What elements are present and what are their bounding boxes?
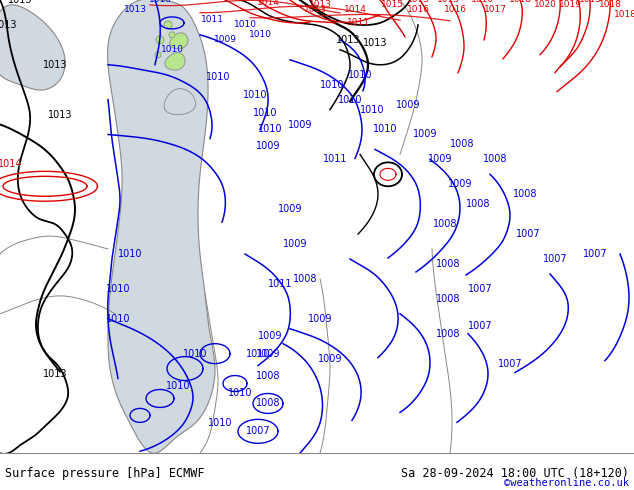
Text: 1015: 1015 (406, 0, 429, 4)
Text: 1008: 1008 (293, 274, 317, 284)
Text: 1008: 1008 (436, 259, 460, 269)
Text: 1013: 1013 (48, 110, 72, 120)
Text: 1008: 1008 (433, 219, 457, 229)
Text: 1010: 1010 (253, 108, 277, 118)
Text: 1010: 1010 (373, 123, 398, 133)
Text: 1020: 1020 (534, 0, 557, 9)
Text: 1011: 1011 (323, 154, 347, 164)
Text: 1010: 1010 (183, 348, 207, 359)
Text: 1009: 1009 (283, 239, 307, 249)
Text: 1013: 1013 (336, 35, 360, 45)
Text: 1013: 1013 (124, 5, 146, 15)
Text: 1008: 1008 (256, 398, 280, 409)
Text: 1008: 1008 (450, 140, 474, 149)
Circle shape (155, 52, 161, 58)
Text: 1009: 1009 (428, 154, 452, 164)
Text: 1008: 1008 (513, 189, 537, 199)
Polygon shape (165, 52, 185, 70)
Text: 1008: 1008 (436, 294, 460, 304)
Text: ©weatheronline.co.uk: ©weatheronline.co.uk (504, 478, 629, 488)
Text: 1016: 1016 (470, 0, 493, 4)
Text: 1007: 1007 (468, 321, 493, 331)
Text: 1010: 1010 (228, 389, 252, 398)
Text: 1007: 1007 (583, 249, 607, 259)
Text: 1009: 1009 (448, 179, 472, 189)
Text: 1010: 1010 (118, 249, 142, 259)
Text: 1009: 1009 (413, 129, 437, 140)
Text: 1013: 1013 (304, 5, 327, 15)
Text: 1010: 1010 (208, 418, 232, 428)
Text: 1011: 1011 (200, 15, 224, 24)
Text: 1008: 1008 (466, 199, 490, 209)
Text: 1009: 1009 (256, 142, 280, 151)
Text: 1008: 1008 (436, 329, 460, 339)
Text: 1010: 1010 (258, 124, 282, 134)
Text: 1010: 1010 (359, 104, 384, 115)
Circle shape (169, 32, 175, 38)
Text: Sa 28-09-2024 18:00 UTC (18+120): Sa 28-09-2024 18:00 UTC (18+120) (401, 467, 629, 480)
Text: 1018: 1018 (614, 10, 634, 20)
Text: 1014: 1014 (344, 5, 366, 15)
Polygon shape (164, 89, 195, 115)
Text: 1013: 1013 (8, 0, 32, 5)
Text: 1013: 1013 (309, 0, 332, 9)
Text: 1009: 1009 (318, 354, 342, 364)
Text: 1010: 1010 (106, 314, 130, 324)
Text: 1010: 1010 (106, 284, 130, 294)
Text: 1007: 1007 (246, 426, 270, 436)
Text: 1007: 1007 (515, 229, 540, 239)
Text: 1009: 1009 (396, 99, 420, 110)
Text: 1015: 1015 (578, 0, 602, 4)
Text: 1014: 1014 (257, 0, 280, 7)
Text: 1018: 1018 (508, 0, 531, 4)
Circle shape (156, 36, 164, 44)
Text: 1019: 1019 (559, 0, 581, 9)
Text: 1016: 1016 (406, 5, 429, 15)
Text: 1010: 1010 (233, 21, 257, 29)
Text: 1010: 1010 (348, 70, 372, 80)
Text: 1010: 1010 (160, 45, 183, 54)
Text: 1009: 1009 (307, 314, 332, 324)
Polygon shape (108, 0, 215, 453)
Text: 1013: 1013 (363, 38, 387, 48)
Text: 1007: 1007 (498, 359, 522, 368)
Text: 1007: 1007 (468, 284, 493, 294)
Text: 1010: 1010 (246, 348, 270, 359)
Text: 1009: 1009 (256, 348, 280, 359)
Text: 1009: 1009 (214, 35, 236, 45)
Text: 1010: 1010 (249, 30, 271, 39)
Text: 1016: 1016 (444, 5, 467, 15)
Text: 1010: 1010 (148, 0, 172, 4)
Text: 1013: 1013 (0, 20, 17, 30)
Text: 1011: 1011 (268, 279, 292, 289)
Circle shape (164, 21, 172, 29)
Text: 1009: 1009 (288, 120, 313, 129)
Text: 1010: 1010 (243, 90, 268, 99)
Text: 1010: 1010 (165, 381, 190, 391)
Text: 1013: 1013 (42, 60, 67, 70)
Text: Surface pressure [hPa] ECMWF: Surface pressure [hPa] ECMWF (5, 467, 205, 480)
Text: 1017: 1017 (484, 5, 507, 15)
Text: 1007: 1007 (543, 254, 567, 264)
Text: 1018: 1018 (598, 0, 621, 9)
Text: 1010: 1010 (320, 80, 344, 90)
Text: 1008: 1008 (256, 370, 280, 381)
Text: 1010: 1010 (206, 72, 230, 82)
Text: 1009: 1009 (258, 331, 282, 341)
Text: 1013: 1013 (42, 368, 67, 379)
Polygon shape (170, 33, 188, 49)
Text: 1008: 1008 (482, 154, 507, 164)
Text: 1009: 1009 (278, 204, 302, 214)
Text: 1011: 1011 (347, 19, 370, 27)
Text: 1015: 1015 (436, 0, 460, 4)
Polygon shape (0, 5, 65, 90)
Text: 1015: 1015 (380, 0, 403, 9)
Text: 1010: 1010 (338, 95, 362, 105)
Text: 1014: 1014 (0, 159, 22, 170)
